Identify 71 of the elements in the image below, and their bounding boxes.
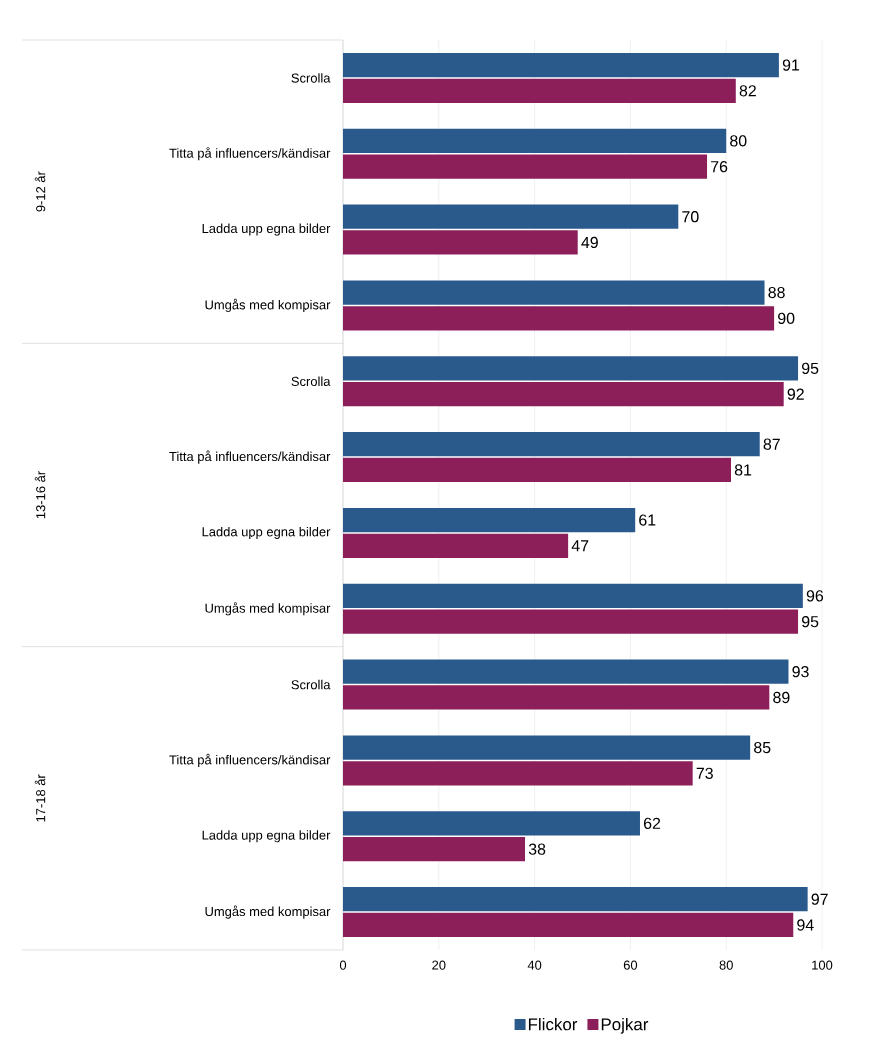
bar: [343, 356, 799, 381]
bar: [343, 382, 784, 407]
x-tick-label: 0: [339, 960, 347, 970]
data-label: 47: [571, 540, 589, 552]
text: 17-18 år: [34, 774, 46, 822]
data-label: 90: [778, 312, 795, 324]
y-tick-label: Titta på influencers/kändisar: [169, 147, 331, 161]
data-label: 94: [797, 919, 814, 931]
data-label: 81: [734, 464, 752, 476]
bar: [343, 659, 789, 684]
legend-label: Flickor: [528, 1017, 578, 1031]
bar: [343, 457, 731, 483]
text: 9-12 år: [34, 171, 46, 212]
data-label: 76: [711, 161, 728, 173]
data-label: 87: [763, 438, 780, 450]
data-label: 96: [806, 590, 824, 602]
bar: [343, 280, 765, 305]
data-label: 61: [639, 514, 656, 526]
bar: [343, 685, 770, 710]
x-tick-label: 80: [719, 960, 733, 970]
bar: [343, 609, 799, 634]
data-label: 38: [528, 843, 546, 855]
y-tick-label: Ladda upp egna bilder: [202, 830, 331, 843]
data-label: 97: [811, 893, 828, 905]
bar: [343, 204, 679, 229]
y-tick-label: Umgås med kompisar: [205, 602, 331, 616]
y-tick-label: Scrolla: [291, 376, 331, 387]
data-label: 89: [773, 691, 790, 704]
data-label: 49: [581, 236, 598, 249]
bar: [343, 154, 708, 179]
x-tick-label: 60: [623, 960, 638, 970]
bar: [343, 583, 803, 608]
bar: [343, 128, 727, 153]
bar: [343, 52, 779, 78]
data-label: 73: [696, 767, 713, 779]
legend-label: Pojkar: [601, 1017, 649, 1034]
text: 13-16 år: [34, 471, 46, 519]
x-tick-label: 40: [527, 960, 542, 970]
data-label: 92: [787, 388, 804, 400]
bar: [343, 761, 693, 786]
y-tick-label: Umgås med kompisar: [205, 298, 331, 312]
bar: [343, 887, 808, 912]
y-tick-label: Titta på influencers/kändisar: [169, 753, 331, 767]
y-tick-label: Scrolla: [291, 679, 331, 690]
data-label: 95: [802, 362, 819, 375]
data-label: 88: [768, 286, 785, 299]
data-label: 93: [792, 666, 809, 678]
bar: [343, 432, 760, 457]
bar: [343, 837, 526, 862]
bar: [343, 735, 751, 760]
x-tick-label: 100: [812, 960, 833, 970]
y-tick-label: Titta på influencers/kändisar: [169, 450, 331, 464]
bar: [343, 306, 775, 331]
data-label: 95: [802, 616, 819, 628]
data-label: 91: [782, 59, 800, 71]
y-tick-label: Ladda upp egna bilder: [202, 526, 331, 539]
y-tick-label: Scrolla: [291, 73, 331, 83]
x-tick-label: 20: [432, 960, 446, 970]
data-label: 85: [754, 741, 771, 754]
y-tick-label: Ladda upp egna bilder: [202, 223, 331, 236]
data-label: 70: [682, 211, 699, 223]
data-label: 62: [644, 817, 661, 830]
data-label: 82: [739, 85, 756, 97]
data-label: 80: [730, 135, 747, 147]
bar: [343, 230, 578, 255]
bar: [343, 78, 736, 103]
bar: [343, 811, 640, 836]
y-tick-label: Umgås med kompisar: [205, 905, 331, 919]
bar: [343, 912, 794, 938]
bar: [343, 507, 636, 533]
bar: [343, 533, 569, 558]
